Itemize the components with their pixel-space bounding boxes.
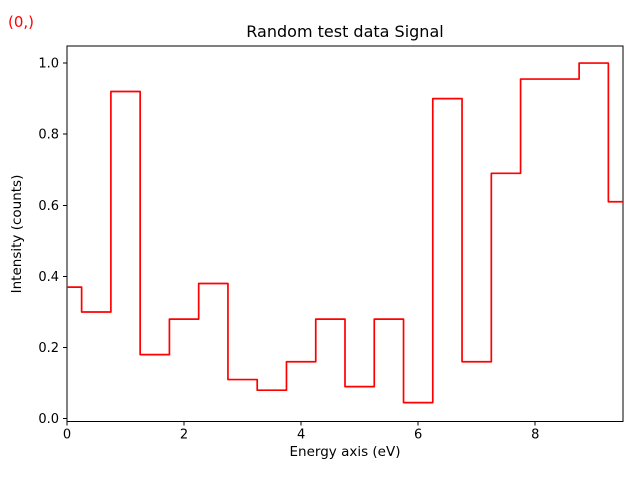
- y-tick-label: 0.0: [38, 412, 59, 427]
- y-tick-label: 1.0: [38, 57, 59, 72]
- y-tick-label: 0.4: [38, 270, 59, 285]
- x-axis-ticks: 0 2 4 6 8: [63, 421, 539, 443]
- signal-line: [67, 62, 623, 404]
- x-tick-label: 0: [63, 428, 71, 443]
- plot-area: [66, 45, 624, 422]
- y-axis-ticks: 0.0 0.2 0.4 0.6 0.8 1.0: [38, 57, 67, 427]
- y-axis-label: Intensity (counts): [9, 174, 25, 294]
- figure-nav-shape-label: (0,): [8, 13, 35, 31]
- y-tick-label: 0.8: [38, 128, 59, 143]
- x-tick-label: 6: [414, 428, 422, 443]
- x-axis-label: Energy axis (eV): [289, 444, 401, 460]
- x-tick-label: 2: [180, 428, 188, 443]
- x-tick-label: 4: [297, 428, 305, 443]
- y-tick-label: 0.6: [38, 199, 59, 214]
- chart-title: Random test data Signal: [246, 22, 444, 41]
- y-tick-label: 0.2: [38, 341, 59, 356]
- x-tick-label: 8: [531, 428, 539, 443]
